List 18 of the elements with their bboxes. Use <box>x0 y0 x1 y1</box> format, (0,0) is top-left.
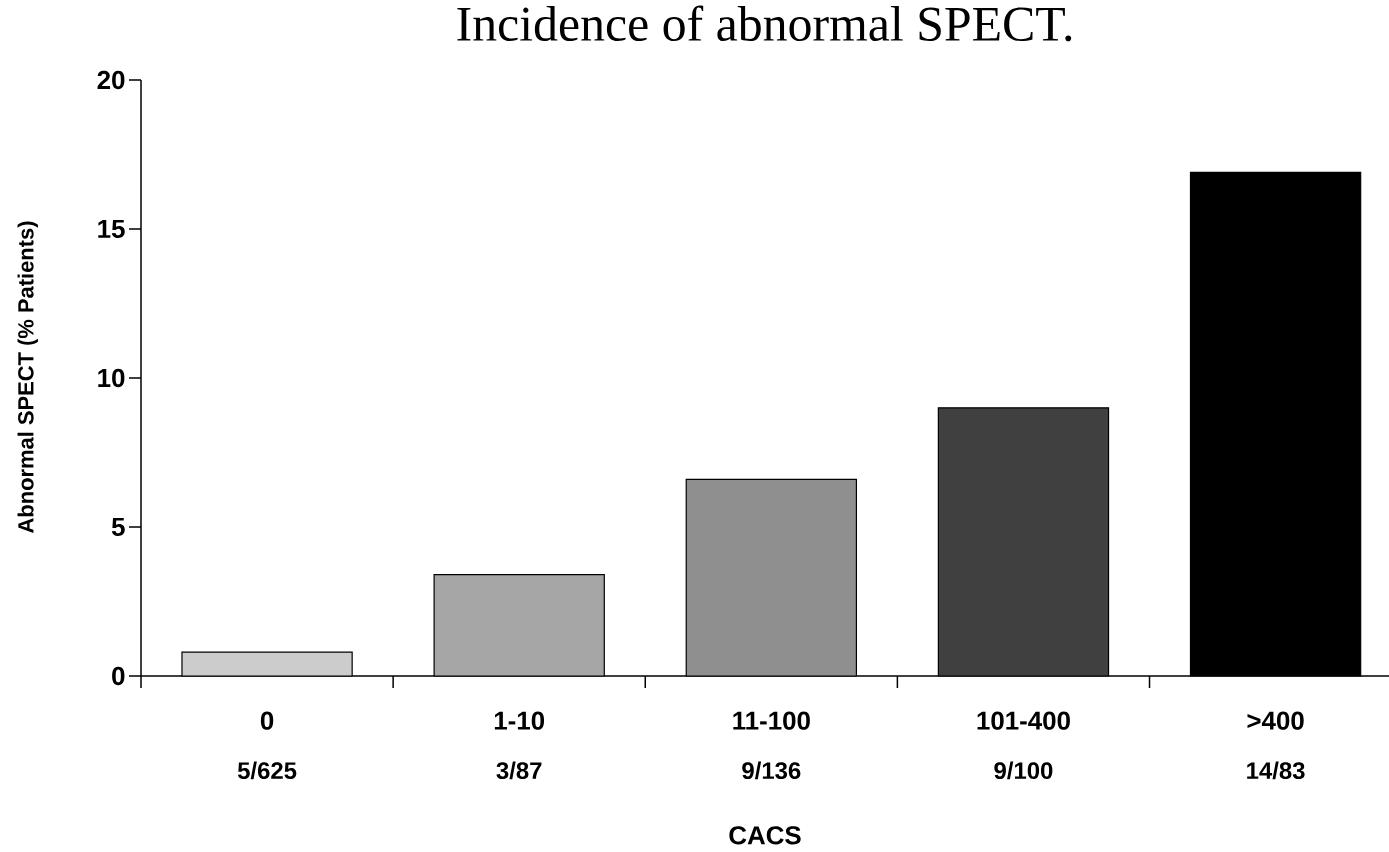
x-tick-label: 11-100 <box>733 711 810 730</box>
y-tick-label: 10 <box>98 368 125 388</box>
text: 5/625 <box>237 761 297 780</box>
text: 3/87 <box>496 761 542 780</box>
x-tick-label: 101-400 <box>977 711 1070 730</box>
x-tick-label: 0 <box>260 711 274 730</box>
y-tick-label: 0 <box>112 666 125 686</box>
x-axis-title: CACS <box>729 826 801 845</box>
chart-title: Incidence of abnormal SPECT. <box>457 5 1072 42</box>
y-tick-label: 5 <box>111 517 125 537</box>
y-axis-title: Abnormal SPECT (% Patients) <box>17 221 38 533</box>
x-tick-label: >400 <box>1247 711 1304 730</box>
text: 9/100 <box>994 761 1053 780</box>
x-tick-label: 1-10 <box>494 711 545 730</box>
text: 9/136 <box>742 761 801 780</box>
text: 14/83 <box>1247 761 1305 780</box>
y-tick-label: 20 <box>97 70 125 90</box>
y-tick-label: 15 <box>98 219 125 239</box>
